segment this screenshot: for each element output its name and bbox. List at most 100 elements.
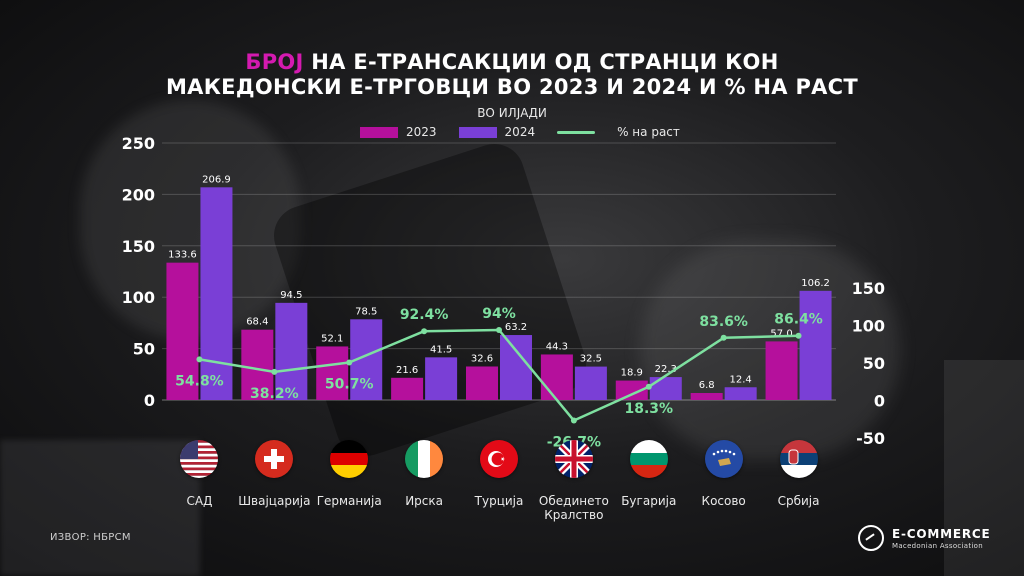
category-label: Швајцарија [238,494,311,508]
growth-point [271,368,278,375]
logo: E-COMMERCE Macedonian Association [858,525,991,551]
growth-value-label: 38.2% [250,386,299,402]
bar-value-label-2024: 32.5 [580,354,602,365]
y-right-tick-label: 0 [874,392,885,411]
source-note: ИЗВОР: НБРСМ [50,532,131,543]
chart-title-line2: МАКЕДОНСКИ Е-ТРГОВЦИ ВО 2023 И 2024 И % … [165,75,859,99]
legend-label-growth: % на раст [617,125,680,139]
y-left-tick-label: 150 [122,237,155,256]
growth-point [196,356,203,363]
bar-value-label-2023: 6.8 [699,380,715,391]
growth-value-label: 50.7% [325,376,374,392]
tr-flag-icon [480,440,518,478]
bar-2024 [500,335,532,400]
y-right-tick-label: 150 [852,279,885,298]
growth-point [421,328,428,335]
legend-label-2023: 2023 [406,125,437,139]
category-label: Косово [701,494,746,508]
y-left-tick-label: 0 [144,391,155,410]
bar-2024 [649,377,682,400]
bar-2023 [166,262,199,400]
bar-value-label-2024: 206.9 [202,174,231,185]
bg-flag-icon [629,440,668,478]
title-rest: НА Е-ТРАНСАКЦИИ ОД СТРАНЦИ КОН [303,50,779,74]
legend-label-2024: 2024 [504,125,536,139]
unit-label: ВО ИЛЈАДИ [477,106,547,120]
growth-point [346,359,353,366]
us-flag-icon [180,440,219,478]
ie-flag-icon [405,440,444,478]
legend-swatch-2023 [360,126,398,138]
growth-point [496,327,502,333]
bar-2023 [316,346,349,400]
bar-value-label-2023: 44.3 [546,341,568,352]
bar-value-label-2023: 18.9 [621,368,643,379]
logo-icon [858,525,884,551]
bar-2024 [799,290,832,400]
chart-title-line1: БРОЈ НА Е-ТРАНСАКЦИИ ОД СТРАНЦИ КОН [0,50,1024,75]
logo-name: E-COMMERCE [892,526,991,541]
y-left-tick-label: 100 [122,288,155,307]
bar-value-label-2024: 41.5 [430,344,452,355]
bar-value-label-2024: 63.2 [505,322,527,333]
bar-2023 [615,380,648,400]
bar-value-label-2024: 22.3 [655,364,677,375]
growth-value-label: 18.3% [624,401,673,417]
bar-value-label-2024: 94.5 [280,290,302,301]
bar-value-label-2024: 78.5 [355,306,377,317]
category-label: Србија [777,494,820,508]
ch-flag-icon [255,440,294,478]
category-label: Ирска [405,494,443,508]
bar-2024 [724,387,757,400]
bar-value-label-2023: 133.6 [168,250,197,261]
bar-value-label-2023: 52.1 [321,333,343,344]
growth-value-label: 92.4% [400,307,449,323]
gb-flag-icon [554,440,593,478]
bar-2023 [765,341,798,400]
growth-point [645,383,652,390]
category-label: Германија [316,494,382,508]
category-label: Бугарија [621,494,677,508]
category-label: САД [186,494,213,508]
legend-swatch-growth [557,130,596,134]
logo-subtitle: Macedonian Association [892,541,983,550]
bar-value-label-2024: 106.2 [801,278,830,289]
bar-value-label-2023: 32.6 [471,353,493,364]
bar-2024 [275,302,308,400]
bar-value-label-2023: 68.4 [246,317,268,328]
rs-flag-icon [779,440,818,478]
category-label: Турција [474,494,524,508]
chart-legend: 2023 2024 % на раст [360,124,702,140]
y-left-tick-label: 50 [133,340,155,359]
legend-item-2023: 2023 [360,125,437,139]
growth-point [795,332,802,339]
growth-value-label: 54.8% [175,373,224,389]
bar-2024 [574,366,607,400]
y-left-tick-label: 250 [122,134,155,153]
xk-flag-icon [704,440,743,478]
y-right-tick-label: -50 [856,429,885,448]
growth-value-label: 94% [482,306,516,322]
y-right-tick-label: 50 [863,354,885,373]
legend-item-2024: 2024 [458,125,536,139]
legend-swatch-2024 [458,126,497,138]
growth-point [570,417,577,424]
category-label: Обединето Кралство [538,494,609,522]
y-left-tick-label: 200 [122,185,155,204]
bar-2024 [425,357,458,400]
bar-2023 [241,329,274,400]
bar-value-label-2023: 21.6 [396,365,418,376]
de-flag-icon [330,440,369,478]
legend-item-growth: % на раст [557,125,680,139]
bar-2023 [540,354,573,400]
growth-value-label: 86.4% [774,312,823,328]
y-right-tick-label: 100 [852,317,885,336]
bar-2023 [690,393,723,400]
title-accent: БРОЈ [245,50,304,74]
bar-2024 [200,187,233,400]
bar-value-label-2023: 57.0 [770,328,792,339]
growth-value-label: 83.6% [699,314,748,330]
bar-2023 [466,366,498,400]
bar-2023 [391,377,424,400]
